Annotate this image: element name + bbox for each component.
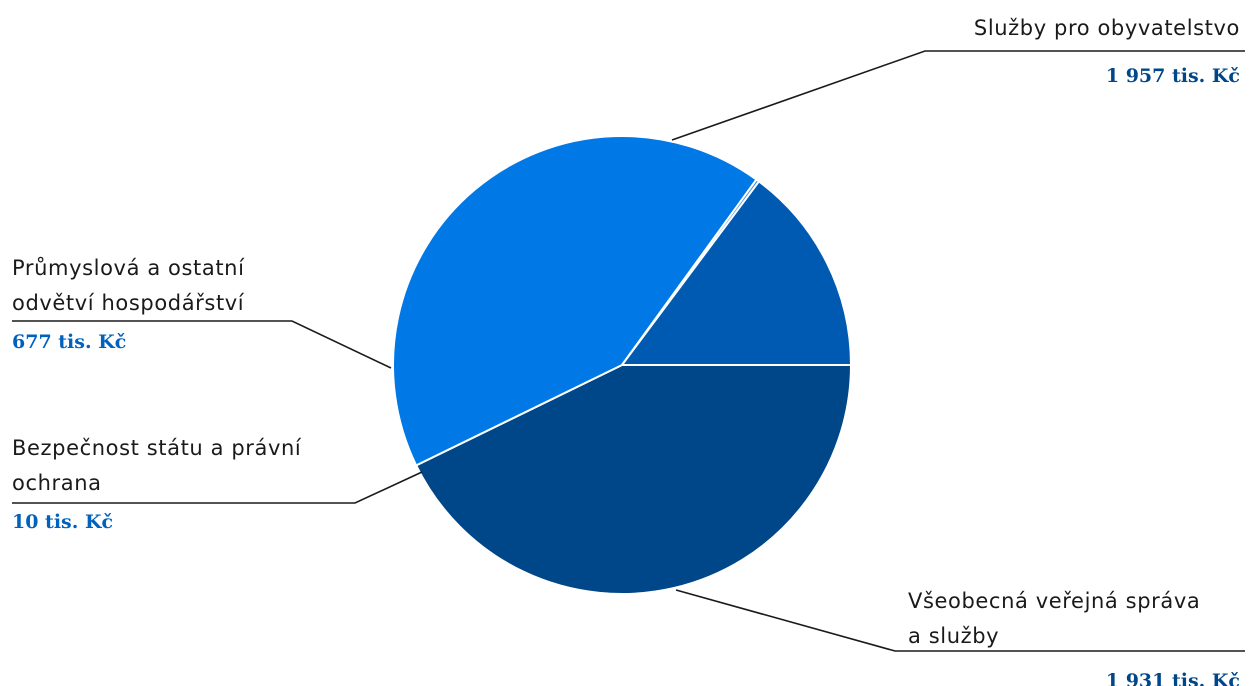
slice-label-prumyslova-a-ostatni-line-1: Průmyslová a ostatní (12, 256, 245, 280)
slice-value-vseobecna-verejna-sprava: 1 931 tis. Kč (1106, 670, 1240, 686)
pie-slice-prumyslova-a-ostatni[interactable] (620, 180, 853, 366)
leader-line-prumyslova-a-ostatni (12, 320, 392, 369)
slice-labels: Služby pro obyvatelstvo 1 957 tis. Kč Všeo… (12, 16, 1240, 686)
slice-label-sluzby-pro-obyvatelstvo-line-1: Služby pro obyvatelstvo (974, 16, 1240, 40)
slice-label-bezpecnost-statu-a-pravni-line-1: Bezpečnost státu a právní (12, 436, 302, 460)
slice-label-vseobecna-verejna-sprava-line-2: a služby (908, 624, 999, 648)
leader-lines (12, 50, 1245, 652)
slice-value-bezpecnost-statu-a-pravni: 10 tis. Kč (12, 511, 113, 533)
slice-label-prumyslova-a-ostatni-line-2: odvětví hospodářství (12, 291, 245, 315)
pie-slice-sluzby-pro-obyvatelstvo[interactable] (414, 364, 853, 595)
leader-line-bezpecnost-statu-a-pravni (12, 471, 423, 504)
leader-line-vseobecna-verejna-sprava (675, 589, 1245, 652)
slice-value-prumyslova-a-ostatni: 677 tis. Kč (12, 331, 126, 353)
pie-slice-vseobecna-verejna-sprava[interactable] (392, 135, 758, 467)
slice-label-vseobecna-verejna-sprava-line-1: Všeobecná veřejná správa (908, 589, 1200, 613)
slice-value-sluzby-pro-obyvatelstvo: 1 957 tis. Kč (1106, 65, 1240, 87)
slice-label-bezpecnost-statu-a-pravni-line-2: ochrana (12, 471, 102, 495)
leader-line-sluzby-pro-obyvatelstvo (671, 50, 1245, 141)
pie-slices (392, 135, 853, 595)
